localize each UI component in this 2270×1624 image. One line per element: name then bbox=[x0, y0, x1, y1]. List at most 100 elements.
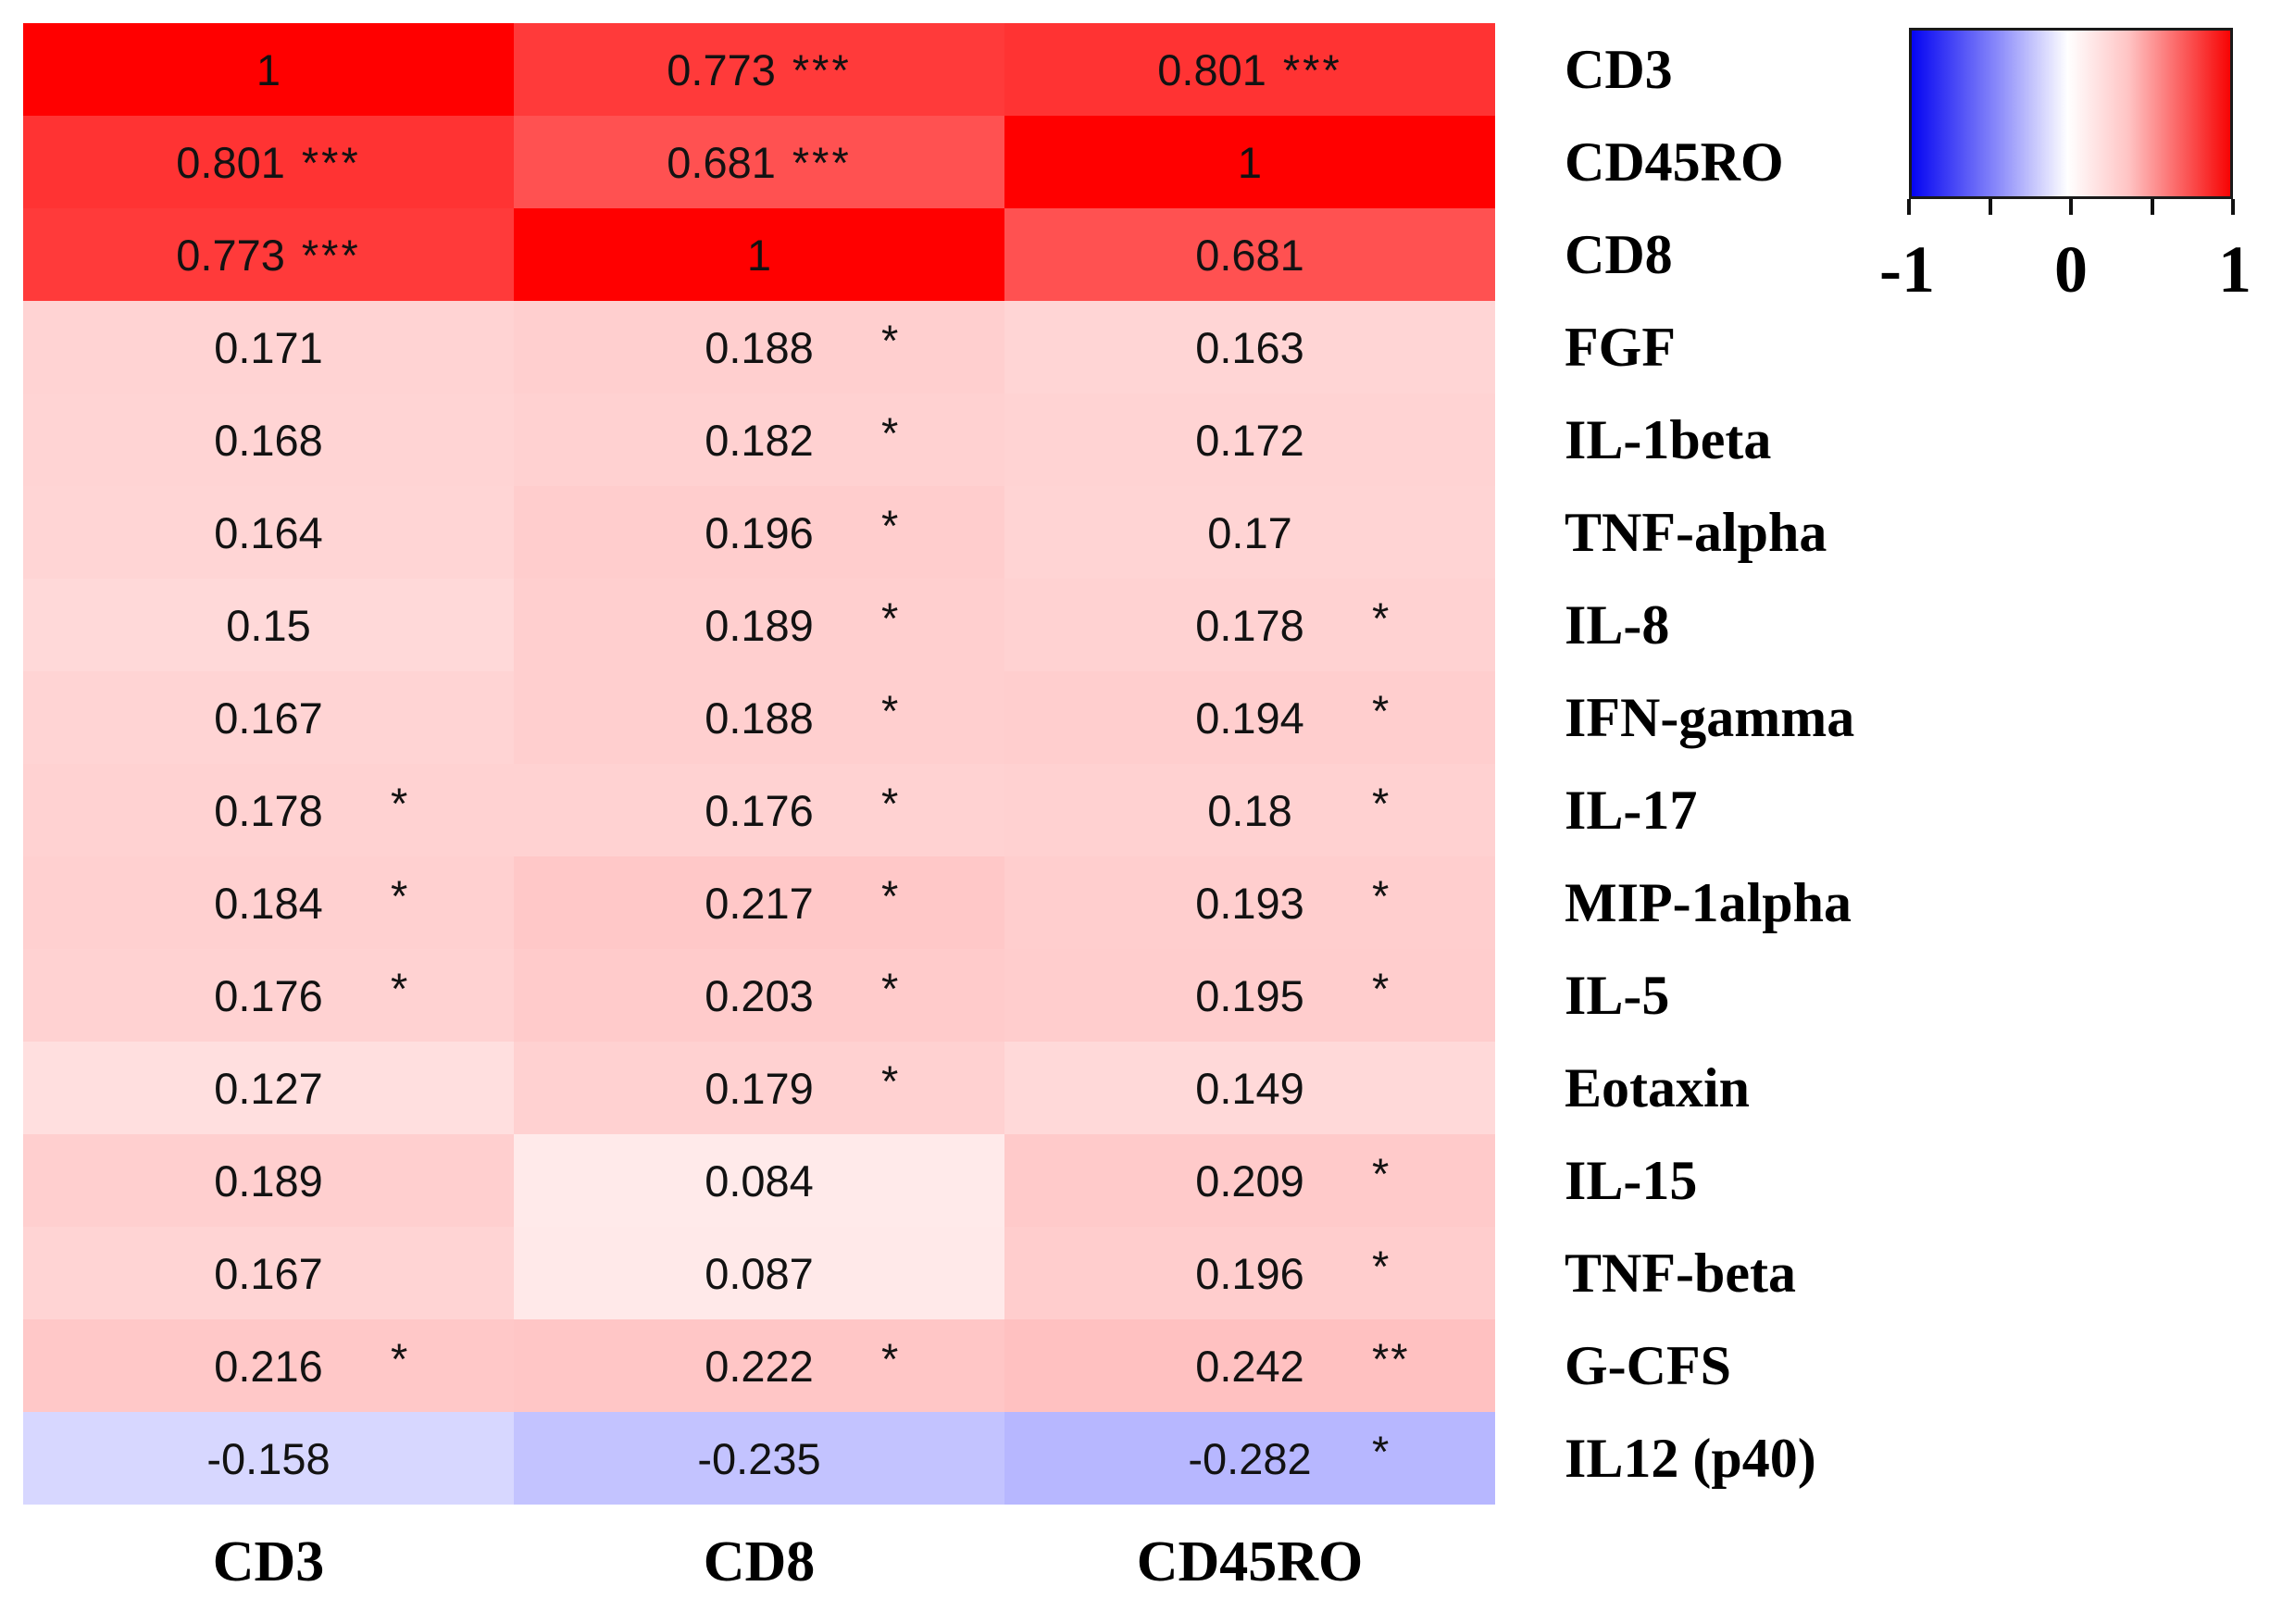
heatmap-cell-IL12 (p40)-x-CD8: -0.235 bbox=[514, 1412, 1004, 1505]
cell-value: 0.127 bbox=[214, 1063, 323, 1113]
significance-stars: * bbox=[1372, 1148, 1391, 1198]
cell-value: 0.203 bbox=[705, 970, 814, 1020]
significance-stars: * bbox=[881, 963, 901, 1013]
heatmap-cell-IL-8-x-CD8: 0.189 * bbox=[514, 579, 1004, 671]
heatmap-cell-IFN-gamma-x-CD8: 0.188 * bbox=[514, 671, 1004, 764]
heatmap-cell-IL-5-x-CD8: 0.203 * bbox=[514, 949, 1004, 1042]
cell-value: 0.217 bbox=[705, 878, 814, 928]
cell-value: 0.168 bbox=[214, 415, 323, 465]
cell-value: 0.196 bbox=[1195, 1248, 1304, 1298]
cell-value: 0.188 bbox=[705, 322, 814, 372]
heatmap-cell-CD3-x-CD8: 0.773 *** bbox=[514, 23, 1004, 116]
heatmap-cell-IL-1beta-x-CD45RO: 0.172 bbox=[1004, 394, 1495, 486]
heatmap-cell-IL-17-x-CD8: 0.176 * bbox=[514, 764, 1004, 856]
row-label-CD8: CD8 bbox=[1565, 223, 1673, 285]
cell-value: 0.216 bbox=[214, 1341, 323, 1391]
heatmap-cell-TNF-alpha-x-CD45RO: 0.17 bbox=[1004, 486, 1495, 579]
colorbar-label-mid: 0 bbox=[2054, 232, 2088, 306]
cell-value: 0.195 bbox=[1195, 970, 1304, 1020]
cell-value: 0.164 bbox=[214, 507, 323, 557]
cell-value: 0.171 bbox=[214, 322, 323, 372]
heatmap-cell-Eotaxin-x-CD45RO: 0.149 bbox=[1004, 1042, 1495, 1134]
colorbar-label-min: -1 bbox=[1879, 232, 1935, 306]
heatmap-cell-CD45RO-x-CD3: 0.801 *** bbox=[23, 116, 514, 208]
cell-value: 1 bbox=[256, 44, 281, 94]
cell-value: 0.773 bbox=[667, 44, 776, 94]
row-label-IL-8: IL-8 bbox=[1565, 593, 1670, 656]
significance-stars: * bbox=[1372, 593, 1391, 643]
heatmap-cell-IL-8-x-CD3: 0.15 bbox=[23, 579, 514, 671]
significance-stars: * bbox=[1372, 1426, 1391, 1476]
heatmap-cell-CD3-x-CD45RO: 0.801 *** bbox=[1004, 23, 1495, 116]
significance-stars: * bbox=[881, 685, 901, 735]
row-label-IL-1beta: IL-1beta bbox=[1565, 408, 1772, 470]
row-label-IL-15: IL-15 bbox=[1565, 1149, 1698, 1211]
row-label-IFN-gamma: IFN-gamma bbox=[1565, 686, 1855, 748]
heatmap-cell-Eotaxin-x-CD3: 0.127 bbox=[23, 1042, 514, 1134]
cell-value: 0.163 bbox=[1195, 322, 1304, 372]
row-label-CD3: CD3 bbox=[1565, 38, 1673, 100]
cell-value: 0.196 bbox=[705, 507, 814, 557]
heatmap-cell-IL-15-x-CD8: 0.084 bbox=[514, 1134, 1004, 1227]
row-label-IL12 (p40): IL12 (p40) bbox=[1565, 1427, 1816, 1489]
cell-value: 0.209 bbox=[1195, 1156, 1304, 1206]
cell-value: -0.158 bbox=[206, 1433, 331, 1483]
significance-stars: *** bbox=[301, 230, 361, 280]
heatmap-cell-FGF-x-CD8: 0.188 * bbox=[514, 301, 1004, 394]
cell-value: 0.189 bbox=[705, 600, 814, 650]
cell-value: 0.167 bbox=[214, 1248, 323, 1298]
significance-stars: * bbox=[1372, 1241, 1391, 1291]
cell-value: 0.801 bbox=[1157, 44, 1266, 94]
heatmap-cell-CD45RO-x-CD45RO: 1 bbox=[1004, 116, 1495, 208]
heatmap-cell-G-CFS-x-CD8: 0.222 * bbox=[514, 1319, 1004, 1412]
significance-stars: * bbox=[391, 870, 410, 920]
heatmap-cell-IL-1beta-x-CD8: 0.182 * bbox=[514, 394, 1004, 486]
cell-value: 0.18 bbox=[1207, 785, 1292, 835]
cell-value: 0.178 bbox=[214, 785, 323, 835]
heatmap-cell-CD8-x-CD8: 1 bbox=[514, 208, 1004, 301]
cell-value: 0.179 bbox=[705, 1063, 814, 1113]
heatmap-cell-MIP-1alpha-x-CD8: 0.217 * bbox=[514, 856, 1004, 949]
colorbar-tick bbox=[2150, 199, 2154, 215]
cell-value: 1 bbox=[1237, 137, 1263, 187]
heatmap-cell-MIP-1alpha-x-CD45RO: 0.193 * bbox=[1004, 856, 1495, 949]
significance-stars: * bbox=[881, 870, 901, 920]
row-label-IL-17: IL-17 bbox=[1565, 779, 1698, 841]
cell-value: 1 bbox=[746, 230, 772, 280]
cell-value: 0.172 bbox=[1195, 415, 1304, 465]
heatmap-cell-CD8-x-CD3: 0.773 *** bbox=[23, 208, 514, 301]
heatmap-cell-CD3-x-CD3: 1 bbox=[23, 23, 514, 116]
heatmap-cell-IL-5-x-CD3: 0.176 * bbox=[23, 949, 514, 1042]
colorbar-label-max: 1 bbox=[2218, 232, 2251, 306]
heatmap-cell-IL-15-x-CD45RO: 0.209 * bbox=[1004, 1134, 1495, 1227]
cell-value: 0.087 bbox=[705, 1248, 814, 1298]
cell-value: 0.167 bbox=[214, 693, 323, 743]
significance-stars: *** bbox=[301, 137, 361, 187]
cell-value: 0.176 bbox=[214, 970, 323, 1020]
cell-value: 0.184 bbox=[214, 878, 323, 928]
row-label-IL-5: IL-5 bbox=[1565, 964, 1670, 1026]
significance-stars: * bbox=[1372, 778, 1391, 828]
cell-value: 0.176 bbox=[705, 785, 814, 835]
colorbar-tick bbox=[1988, 199, 1992, 215]
correlation-heatmap: 1 0.773 *** 0.801 *** 0.801 *** 0.681 *** 1 0.773 *… bbox=[23, 23, 1495, 1505]
cell-value: 0.193 bbox=[1195, 878, 1304, 928]
heatmap-cell-G-CFS-x-CD45RO: 0.242 ** bbox=[1004, 1319, 1495, 1412]
significance-stars: *** bbox=[792, 137, 852, 187]
significance-stars: * bbox=[391, 1333, 410, 1383]
row-label-Eotaxin: Eotaxin bbox=[1565, 1056, 1751, 1118]
row-label-MIP-1alpha: MIP-1alpha bbox=[1565, 871, 1852, 933]
heatmap-cell-IL-8-x-CD45RO: 0.178 * bbox=[1004, 579, 1495, 671]
heatmap-cell-TNF-beta-x-CD8: 0.087 bbox=[514, 1227, 1004, 1319]
cell-value: 0.681 bbox=[667, 137, 776, 187]
cell-value: 0.194 bbox=[1195, 693, 1304, 743]
significance-stars: * bbox=[881, 1056, 901, 1106]
heatmap-cell-IL-5-x-CD45RO: 0.195 * bbox=[1004, 949, 1495, 1042]
row-label-CD45RO: CD45RO bbox=[1565, 131, 1784, 193]
significance-stars: * bbox=[1372, 685, 1391, 735]
column-label-CD45RO: CD45RO bbox=[1136, 1530, 1364, 1593]
significance-stars: * bbox=[881, 593, 901, 643]
heatmap-cell-TNF-beta-x-CD45RO: 0.196 * bbox=[1004, 1227, 1495, 1319]
heatmap-cell-IFN-gamma-x-CD45RO: 0.194 * bbox=[1004, 671, 1495, 764]
cell-value: 0.222 bbox=[705, 1341, 814, 1391]
